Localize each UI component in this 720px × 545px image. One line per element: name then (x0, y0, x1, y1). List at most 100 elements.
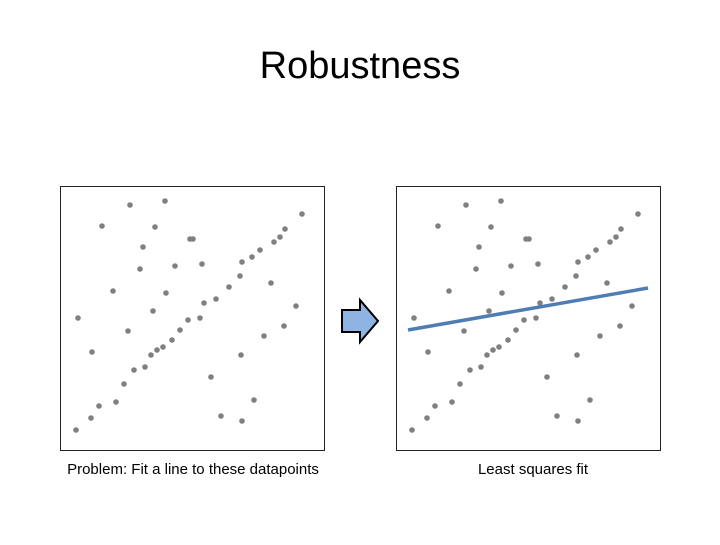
point (575, 259, 581, 265)
point (490, 347, 496, 353)
point (484, 352, 490, 358)
right-plot-frame (396, 186, 661, 451)
point (476, 244, 482, 250)
point (162, 198, 168, 204)
point (271, 239, 277, 245)
point (110, 288, 116, 294)
point (554, 413, 560, 419)
point (449, 399, 455, 405)
point (496, 344, 502, 350)
point (463, 202, 469, 208)
point (618, 226, 624, 232)
slide-title: Robustness (260, 45, 461, 87)
point (177, 327, 183, 333)
point (237, 273, 243, 279)
point (461, 328, 467, 334)
point (238, 352, 244, 358)
point (593, 247, 599, 253)
point (526, 236, 532, 242)
point (573, 273, 579, 279)
point (251, 397, 257, 403)
point (587, 397, 593, 403)
point (140, 244, 146, 250)
point (190, 236, 196, 242)
point (629, 303, 635, 309)
point (435, 223, 441, 229)
point (425, 349, 431, 355)
point (486, 308, 492, 314)
arrow (341, 297, 380, 345)
point (575, 418, 581, 424)
point (218, 413, 224, 419)
point (113, 399, 119, 405)
point (152, 224, 158, 230)
point (277, 234, 283, 240)
point (208, 374, 214, 380)
left-caption: Problem: Fit a line to these datapoints (67, 461, 319, 478)
point (549, 296, 555, 302)
point (473, 266, 479, 272)
point (607, 239, 613, 245)
point (261, 333, 267, 339)
right-caption: Least squares fit (478, 461, 589, 478)
point (498, 198, 504, 204)
point (597, 333, 603, 339)
point (213, 296, 219, 302)
point (533, 315, 539, 321)
point (585, 254, 591, 260)
point (508, 263, 514, 269)
point (125, 328, 131, 334)
left-point-cloud (73, 198, 305, 433)
point (424, 415, 430, 421)
point (148, 352, 154, 358)
point (432, 403, 438, 409)
point (281, 323, 287, 329)
fit-line (407, 286, 649, 332)
point (604, 280, 610, 286)
point (185, 317, 191, 323)
right-point-cloud (409, 198, 641, 433)
point (457, 381, 463, 387)
point (544, 374, 550, 380)
point (127, 202, 133, 208)
point (197, 315, 203, 321)
point (513, 327, 519, 333)
point (249, 254, 255, 260)
point (409, 427, 415, 433)
point (617, 323, 623, 329)
left-plot-frame (60, 186, 325, 451)
point (257, 247, 263, 253)
point (75, 315, 81, 321)
point (268, 280, 274, 286)
point (73, 427, 79, 433)
point (299, 211, 305, 217)
point (142, 364, 148, 370)
point (160, 344, 166, 350)
point (488, 224, 494, 230)
point (99, 223, 105, 229)
point (282, 226, 288, 232)
point (121, 381, 127, 387)
point (226, 284, 232, 290)
point (478, 364, 484, 370)
point (499, 290, 505, 296)
point (169, 337, 175, 343)
point (537, 300, 543, 306)
point (467, 367, 473, 373)
point (293, 303, 299, 309)
point (199, 261, 205, 267)
point (163, 290, 169, 296)
point (411, 315, 417, 321)
point (131, 367, 137, 373)
point (172, 263, 178, 269)
point (505, 337, 511, 343)
point (137, 266, 143, 272)
point (88, 415, 94, 421)
point (535, 261, 541, 267)
point (89, 349, 95, 355)
point (201, 300, 207, 306)
point (239, 259, 245, 265)
point (613, 234, 619, 240)
point (635, 211, 641, 217)
